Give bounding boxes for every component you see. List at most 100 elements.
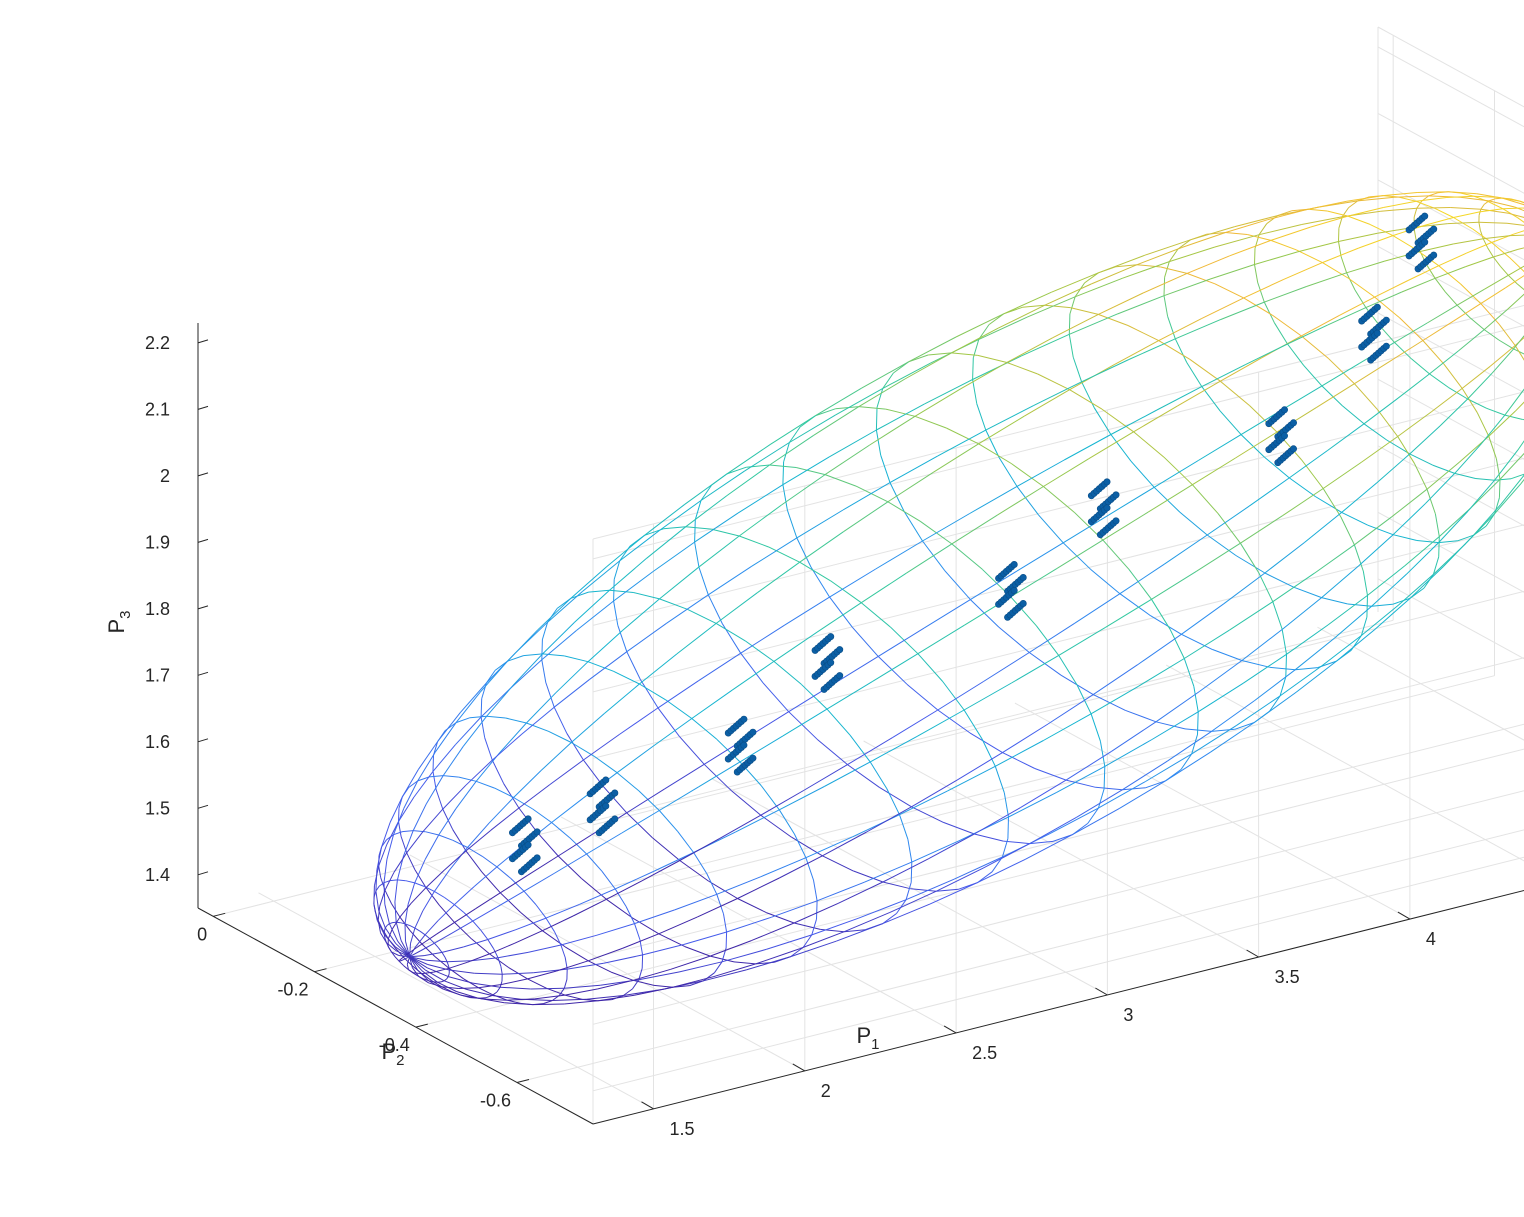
mesh-segment [588,662,613,672]
scatter-point [750,755,756,761]
mesh-segment [710,941,751,957]
mesh-segment [442,952,445,957]
mesh-segment [1495,479,1512,481]
mesh-segment [471,939,489,954]
mesh-segment [480,661,507,692]
mesh-segment [699,567,708,594]
mesh-segment [597,924,635,936]
mesh-segment [1115,341,1159,365]
x-tick [642,1102,654,1109]
mesh-segment [1439,537,1440,557]
mesh-segment [1164,279,1210,296]
mesh-segment [675,894,717,910]
mesh-segment [492,996,521,1000]
mesh-segment [1394,196,1428,197]
mesh-segment [1069,334,1073,357]
mesh-segment [1296,661,1336,692]
mesh-segment [423,809,443,832]
mesh-segment [487,685,513,716]
mesh-segment [726,932,727,948]
mesh-segment [1029,623,1075,652]
mesh-segment [433,771,436,789]
mesh-segment [964,683,1011,710]
mesh-segment [403,831,414,832]
mesh-segment [1479,222,1507,223]
mesh-segment [1020,780,1066,808]
mesh-segment [454,905,464,913]
mesh-segment [1282,386,1322,410]
mesh-segment [1323,462,1361,488]
mesh-segment [1117,296,1164,314]
grid-line-z-backwall [593,263,1524,559]
z-tick-label: 1.8 [145,599,170,619]
mesh-segment [406,881,415,883]
mesh-segment [918,625,964,653]
mesh-segment [1375,281,1408,298]
mesh-segment [1398,437,1415,464]
mesh-segment [1499,324,1515,345]
mesh-segment [485,738,493,760]
mesh-segment [1064,435,1111,461]
mesh-segment [1192,458,1235,485]
mesh-segment [1322,248,1358,263]
mesh-segment [1283,489,1324,516]
mesh-segment [1474,504,1501,535]
mesh-segment [627,652,641,680]
mesh-segment [492,734,522,760]
mesh-segment [395,880,398,902]
mesh-segment [1178,240,1191,249]
mesh-segment [685,947,710,957]
mesh-segment [1063,515,1109,543]
mesh-segment [514,771,542,798]
mesh-segment [528,945,561,952]
mesh-segment [1024,390,1069,417]
mesh-segment [908,839,912,862]
mesh-segment [769,547,800,562]
mesh-segment [1477,413,1489,437]
mesh-segment [912,780,957,807]
grid-line-y-floor [517,787,1524,1083]
mesh-segment [1215,235,1259,247]
mesh-segment [717,877,761,895]
mesh-segment [974,808,1020,834]
mesh-segment [565,995,582,999]
mesh-segment [1468,373,1493,399]
mesh-segment [1339,233,1378,241]
mesh-segment [653,719,691,747]
mesh-segment [1514,349,1524,356]
mesh-segment [738,899,767,913]
mesh-segment [1378,410,1398,437]
mesh-segment [1423,341,1444,365]
mesh-segment [1354,361,1390,383]
mesh-segment [635,910,675,924]
scatter-point [1383,343,1389,349]
mesh-segment [1161,267,1187,273]
grid-line-z-sidewall [1378,313,1524,529]
mesh-segment [1393,236,1416,250]
mesh-segment [1468,399,1487,408]
mesh-segment [787,510,796,538]
mesh-segment [1471,479,1500,507]
ellipsoid-mesh [374,192,1524,1005]
mesh-segment [717,894,724,914]
mesh-segment [1218,514,1240,544]
mesh-segment [1152,571,1197,599]
y-tick [315,969,327,972]
mesh-segment [732,661,774,690]
mesh-segment [1103,540,1129,569]
mesh-segment [489,798,514,824]
mesh-segment [1098,782,1145,809]
mesh-segment [1430,351,1459,374]
x-tick [1247,950,1259,957]
mesh-segment [500,875,528,893]
mesh-segment [883,859,929,882]
scatter-point [1290,420,1296,426]
mesh-segment [1207,506,1249,535]
mesh-segment [425,835,439,860]
grid-line-y-floor [213,620,1393,916]
mesh-segment [571,714,604,743]
mesh-segment [1439,253,1467,266]
mesh-segment [887,789,900,815]
mesh-segment [1246,344,1288,365]
